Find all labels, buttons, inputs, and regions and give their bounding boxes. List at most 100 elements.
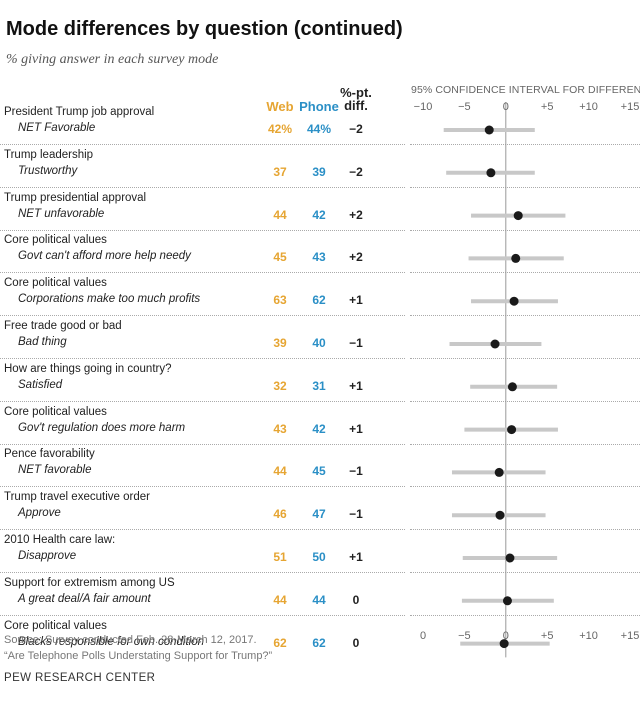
table-row: Core political values Blacks responsible … (0, 619, 640, 661)
row-divider (410, 572, 640, 573)
phone-column-header: Phone (299, 99, 339, 114)
table-row: Support for extremism among US A great de… (0, 576, 640, 618)
diff-value: −1 (349, 464, 363, 479)
answer-label: Bad thing (18, 336, 67, 348)
row-divider (410, 144, 640, 145)
diff-value: −2 (349, 122, 363, 136)
ci-chart-title: 95% CONFIDENCE INTERVAL FOR DIFFERENCE (411, 84, 640, 96)
row-divider (0, 572, 405, 573)
web-value: 32 (273, 378, 287, 393)
question-label: Support for extremism among US (4, 576, 175, 589)
web-value: 45 (273, 250, 287, 265)
answer-label: Disapprove (18, 550, 77, 562)
row-divider (410, 315, 640, 317)
estimate-point (513, 211, 523, 221)
diff-value: +1 (349, 421, 363, 436)
row-divider (410, 529, 640, 531)
estimate-point (507, 425, 517, 435)
web-value: 39 (273, 336, 287, 350)
diff-header-line2: diff. (344, 98, 368, 113)
row-divider (410, 358, 640, 359)
answer-label: Gov't regulation does more harm (18, 421, 186, 434)
row-divider (0, 186, 405, 188)
answer-label: Trustworthy (18, 164, 78, 177)
phone-value: 62 (312, 293, 326, 308)
bottom-tick-label: 0 (503, 630, 509, 642)
phone-value: 62 (312, 635, 326, 650)
diff-value: 0 (352, 592, 360, 607)
table-row: Trump leadership Trustworthy 37 39 −2 (0, 148, 640, 190)
question-label: Trump presidential approval (4, 191, 147, 204)
phone-value: 40 (312, 336, 326, 350)
estimate-point (509, 296, 519, 306)
brand-name: PEW RESEARCH CENTER (4, 672, 156, 684)
row-divider (410, 614, 640, 616)
bottom-tick-label: +10 (579, 630, 598, 642)
table-row: 2010 Health care law: Disapprove 51 50 +1 (0, 533, 640, 575)
estimate-point (486, 168, 496, 178)
table-row: Trump travel executive order Approve 46 47 −… (0, 490, 640, 532)
answer-label: Corporations make too much profits (18, 293, 201, 306)
row-divider (0, 272, 405, 274)
phone-value: 45 (312, 464, 326, 479)
row-divider (0, 358, 405, 359)
row-divider (0, 529, 405, 531)
table-row: Free trade good or bad Bad thing 39 40 −1 (0, 319, 640, 361)
table-row: Core political values Govt can't afford m… (0, 233, 640, 275)
question-label: How are things going in country? (4, 362, 172, 375)
top-tick-label: +10 (579, 101, 598, 113)
phone-value: 44 (312, 592, 326, 607)
question-label: Free trade good or bad (4, 320, 122, 332)
page-subtitle: % giving answer in each survey mode (6, 52, 219, 67)
web-value: 37 (273, 164, 287, 179)
estimate-point (511, 253, 521, 263)
diff-column-header: %-pt. diff. (336, 86, 376, 112)
answer-label: A great deal/A fair amount (18, 592, 151, 605)
table-row: Core political values Gov't regulation do… (0, 405, 640, 447)
answer-label: Satisfied (18, 378, 63, 391)
row-divider (410, 400, 640, 402)
web-value: 42% (267, 122, 293, 136)
web-value: 44 (273, 592, 287, 607)
row-divider (410, 443, 640, 445)
phone-value: 44% (306, 122, 332, 136)
question-label: Trump leadership (4, 148, 94, 161)
web-value: 46 (273, 507, 287, 522)
row-divider (0, 229, 405, 231)
row-divider (0, 486, 405, 488)
estimate-point (495, 510, 505, 520)
bottom-tick-label: +15 (621, 630, 640, 642)
question-label: Core political values (4, 277, 107, 290)
top-tick-label: −10 (414, 101, 433, 113)
report-title-note: “Are Telephone Polls Understating Suppor… (4, 650, 273, 662)
web-value: 44 (273, 464, 287, 479)
diff-value: +2 (349, 250, 363, 265)
row-divider (410, 229, 640, 231)
table-row: Core political values Corporations make t… (0, 276, 640, 318)
row-divider (0, 400, 405, 402)
table-row: Trump presidential approval NET unfavorab… (0, 191, 640, 233)
phone-value: 50 (312, 550, 326, 564)
web-value: 51 (273, 550, 287, 564)
row-divider (0, 315, 405, 317)
diff-value: +1 (349, 550, 363, 564)
top-tick-label: +15 (621, 101, 640, 113)
diff-value: +1 (349, 378, 363, 393)
diff-value: −1 (349, 336, 363, 350)
phone-value: 31 (312, 378, 326, 393)
web-value: 62 (273, 635, 287, 650)
table-row: Pence favorability NET favorable 44 45 −1 (0, 447, 640, 489)
bottom-tick-label: −5 (458, 630, 471, 642)
question-label: Core political values (4, 234, 107, 247)
question-label: Trump travel executive order (4, 491, 150, 504)
row-divider (0, 443, 405, 445)
diff-value: −2 (349, 164, 363, 179)
answer-label: NET unfavorable (18, 207, 105, 220)
question-label: 2010 Health care law: (4, 534, 116, 546)
phone-value: 42 (312, 207, 326, 222)
phone-value: 42 (312, 421, 326, 436)
estimate-point (502, 596, 512, 606)
row-divider (0, 614, 405, 616)
top-tick-label: 0 (503, 101, 509, 113)
diff-value: +2 (349, 207, 363, 222)
